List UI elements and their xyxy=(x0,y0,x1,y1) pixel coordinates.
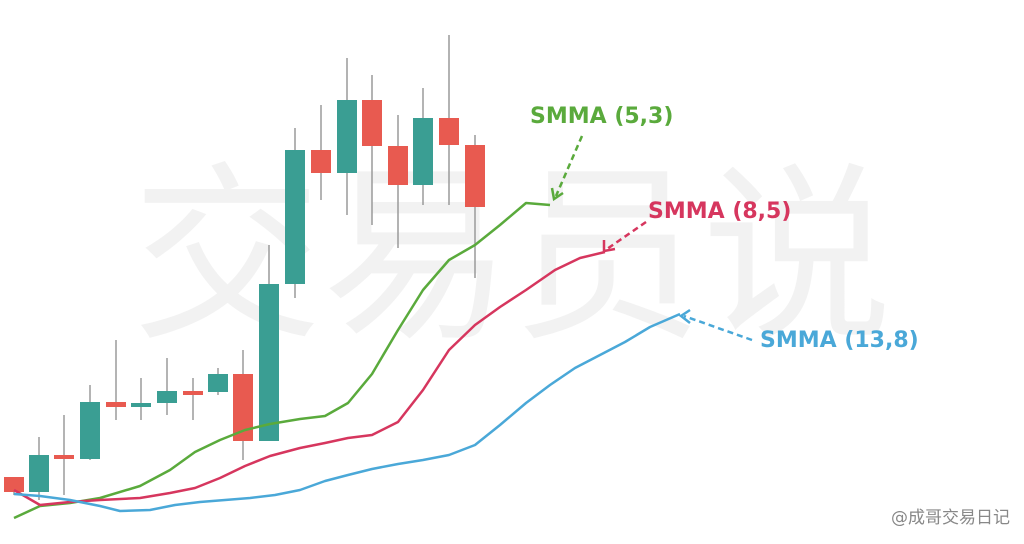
candle-body xyxy=(337,100,357,173)
candle-body xyxy=(233,374,253,441)
arrows xyxy=(550,135,753,342)
arrow xyxy=(606,220,647,251)
candle-body xyxy=(413,118,433,185)
candle-body xyxy=(157,391,177,403)
candle-body xyxy=(362,100,382,146)
arrow xyxy=(554,135,584,197)
arrow-head xyxy=(678,308,691,324)
marks xyxy=(4,35,681,520)
candle-body xyxy=(29,455,49,492)
candle-body xyxy=(465,145,485,207)
candle-body xyxy=(311,150,331,173)
candle-body xyxy=(208,374,228,392)
candle-body xyxy=(54,455,74,459)
candle-body xyxy=(4,477,24,492)
credit: @成哥交易日记 xyxy=(891,508,1010,528)
candle-body xyxy=(285,150,305,284)
smma-line xyxy=(13,312,681,513)
arrow-head xyxy=(602,240,616,253)
candle-body xyxy=(183,391,203,395)
smma-line xyxy=(13,250,606,507)
candle-body xyxy=(259,284,279,441)
arrow-head xyxy=(550,187,564,202)
legend-label: SMMA (13,8) xyxy=(760,328,919,353)
candle-body xyxy=(106,402,126,407)
candle-body xyxy=(439,118,459,145)
candle-body xyxy=(131,403,151,407)
smma-line xyxy=(13,201,551,520)
legend-label: SMMA (5,3) xyxy=(530,104,673,129)
candle-body xyxy=(388,146,408,185)
legend-label: SMMA (8,5) xyxy=(648,199,791,224)
watermark: 交易员说 xyxy=(132,146,892,367)
arrow xyxy=(683,314,753,342)
candle-body xyxy=(80,402,100,459)
